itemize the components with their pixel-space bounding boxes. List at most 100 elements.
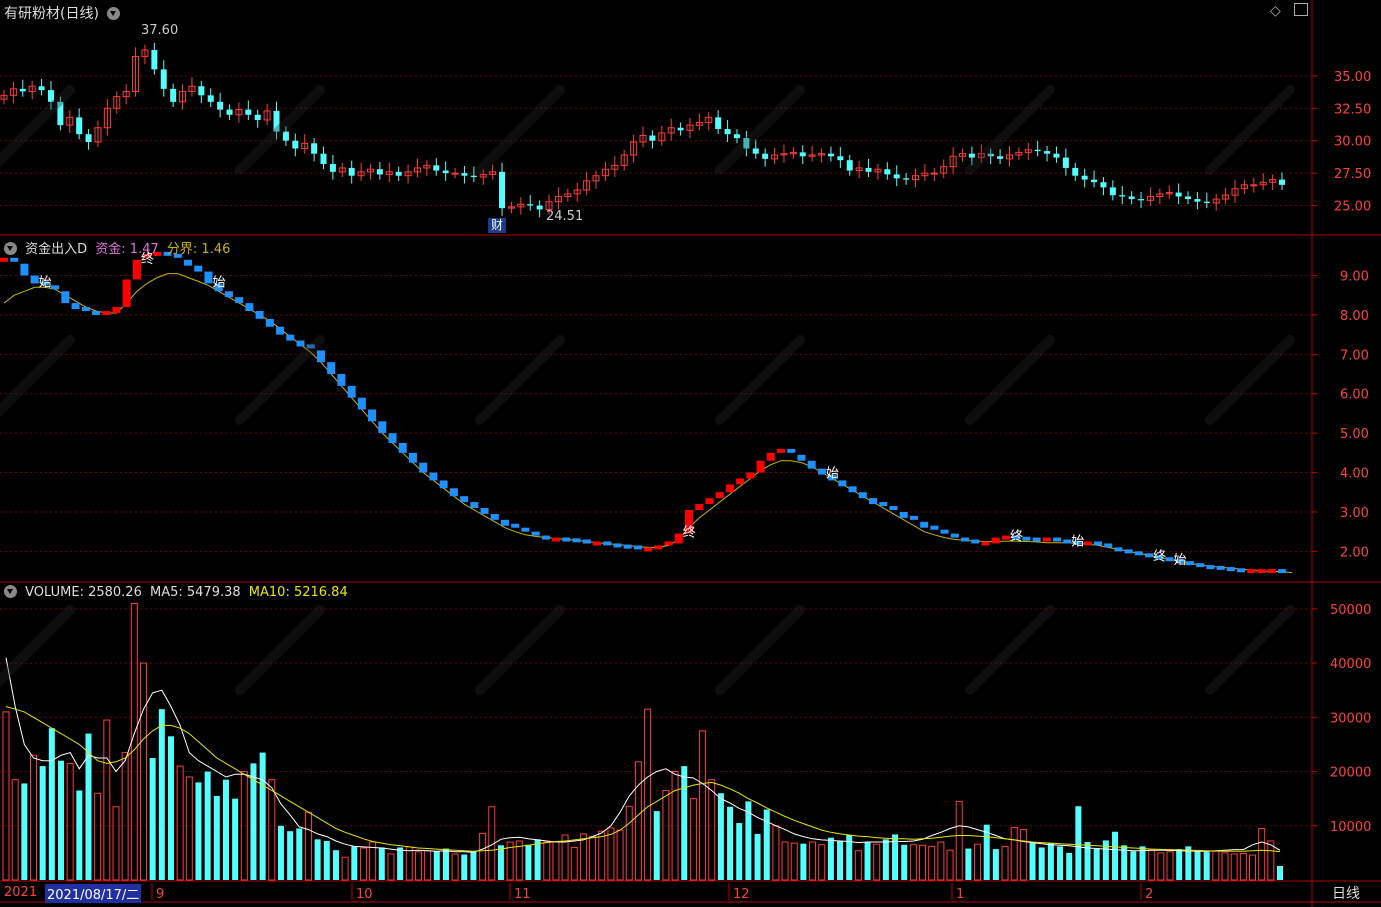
fund-tick-label: 3.00 [1340, 506, 1369, 521]
volume-bar [433, 851, 440, 880]
fund-block [347, 385, 356, 398]
fund-block [1226, 567, 1235, 572]
candle-body [217, 101, 224, 110]
volume-bar [708, 779, 716, 881]
candle-body [311, 143, 318, 154]
candle-body [977, 153, 985, 159]
volume-bar [222, 779, 229, 880]
volume-bar [1084, 842, 1091, 880]
volume-bar [1057, 846, 1064, 880]
volume-bar [534, 839, 541, 880]
candle-body [376, 169, 383, 175]
fund-block [930, 525, 939, 530]
fund-block [940, 529, 949, 534]
candle-body [198, 86, 205, 96]
candle-body [921, 172, 929, 177]
diamond-icon[interactable]: ◇ [1270, 3, 1281, 19]
candle-body [837, 156, 844, 161]
volume-bar [864, 842, 871, 880]
watermark-mark [0, 605, 75, 688]
candle-body [1259, 181, 1267, 186]
volume-bar [323, 840, 330, 880]
fund-block [1216, 565, 1225, 570]
volume-bar [800, 843, 807, 880]
volume-bar [139, 662, 147, 881]
fund-block [500, 519, 509, 526]
fund-block [296, 340, 305, 347]
volume-bar [213, 795, 220, 880]
fund-block [408, 452, 417, 463]
candle-body [1044, 151, 1051, 154]
candle-body [122, 90, 130, 98]
fund-block [1247, 569, 1256, 574]
volume-bar [818, 844, 826, 881]
fund-block [879, 502, 888, 507]
volume-bar [451, 853, 459, 881]
fund-block [357, 397, 366, 410]
volume-bar [397, 847, 404, 880]
x-axis-first-label: 2021 [4, 885, 38, 900]
volume-bar [1139, 846, 1146, 880]
ma5-value-label: MA5: 5479.38 [150, 585, 241, 600]
volume-bar [937, 841, 945, 881]
candle-body [94, 127, 102, 143]
fund-block [1185, 561, 1194, 566]
volume-bar [790, 842, 798, 881]
candle-body [57, 101, 64, 126]
candle-body [789, 151, 797, 155]
watermark-mark [965, 335, 1055, 425]
volume-bar [846, 834, 853, 880]
period-button[interactable]: 日线 [1332, 886, 1360, 902]
window-toggle-icon[interactable] [1294, 3, 1308, 16]
candle-body [385, 171, 393, 175]
candle-body [968, 153, 975, 158]
volume-bar [314, 839, 321, 880]
volume-bar [928, 845, 936, 881]
fund-block [1114, 547, 1123, 552]
candle-body [1175, 192, 1182, 197]
fund-block [562, 537, 571, 542]
candle-body [564, 193, 572, 197]
volume-bar [736, 823, 743, 880]
volume-bar [919, 844, 927, 881]
signal-label: 始 [39, 275, 52, 290]
fund-block [766, 452, 775, 461]
volume-bar [497, 845, 504, 880]
candle-body [658, 132, 666, 142]
fund-block [224, 291, 233, 298]
month-label: 2 [1145, 887, 1153, 902]
volume-bar [204, 771, 211, 880]
chevron-down-icon[interactable] [4, 242, 17, 255]
candle-body [1156, 193, 1164, 197]
candle-body [254, 114, 261, 120]
fund-block [715, 492, 724, 499]
chevron-down-icon[interactable] [107, 7, 121, 20]
volume-bar [1239, 852, 1247, 881]
finance-badge[interactable]: 财 [488, 218, 506, 233]
candle-body [423, 164, 431, 169]
fund-block [245, 303, 254, 311]
fund-block [1278, 569, 1286, 574]
fund-block [603, 541, 612, 546]
fund-block [480, 508, 489, 514]
fund-block [511, 523, 520, 528]
ma10-line [5, 706, 1281, 853]
volume-bar [1102, 840, 1109, 880]
volume-bar [1230, 853, 1238, 881]
candle-body [1109, 187, 1116, 196]
volume-bar [103, 719, 111, 881]
candle-body [620, 154, 628, 166]
candle-body [320, 153, 327, 165]
fund-block [1083, 541, 1092, 546]
fund-block [613, 543, 622, 548]
volume-bar [827, 837, 834, 880]
fund-block [1124, 549, 1133, 554]
fund-block [981, 541, 990, 546]
volume-tick-label: 40000 [1330, 657, 1371, 672]
chevron-down-icon[interactable] [4, 585, 17, 598]
candle-body [499, 171, 506, 209]
fund-block [664, 541, 673, 546]
volume-bar [616, 829, 624, 881]
candle-body [245, 109, 252, 115]
